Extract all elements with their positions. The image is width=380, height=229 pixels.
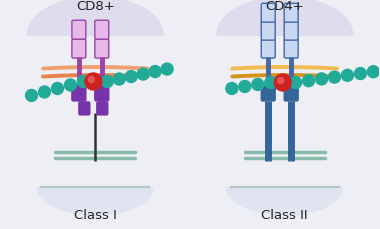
Circle shape: [137, 69, 149, 81]
Circle shape: [278, 78, 284, 84]
FancyBboxPatch shape: [261, 87, 275, 101]
Text: Class I: Class I: [74, 208, 117, 221]
Circle shape: [51, 83, 63, 95]
Circle shape: [85, 74, 102, 91]
Circle shape: [239, 81, 251, 93]
Circle shape: [252, 79, 264, 91]
Circle shape: [315, 74, 328, 85]
FancyBboxPatch shape: [284, 40, 298, 59]
Circle shape: [65, 80, 76, 92]
FancyBboxPatch shape: [95, 40, 109, 59]
FancyBboxPatch shape: [284, 22, 298, 41]
FancyBboxPatch shape: [95, 21, 109, 40]
Circle shape: [38, 87, 51, 98]
FancyBboxPatch shape: [284, 87, 298, 101]
Circle shape: [302, 75, 315, 87]
FancyBboxPatch shape: [97, 103, 108, 115]
Polygon shape: [27, 0, 163, 35]
FancyBboxPatch shape: [261, 22, 275, 41]
Circle shape: [342, 70, 353, 82]
FancyBboxPatch shape: [72, 86, 86, 101]
Circle shape: [88, 77, 94, 83]
FancyBboxPatch shape: [79, 103, 90, 115]
FancyBboxPatch shape: [72, 21, 86, 40]
Text: Class II: Class II: [261, 208, 308, 221]
Circle shape: [25, 90, 38, 102]
Circle shape: [355, 68, 366, 80]
Circle shape: [78, 76, 89, 88]
Circle shape: [101, 76, 113, 88]
FancyBboxPatch shape: [95, 86, 109, 101]
FancyBboxPatch shape: [261, 4, 275, 23]
Circle shape: [265, 77, 277, 89]
FancyBboxPatch shape: [284, 4, 298, 23]
Circle shape: [329, 72, 340, 84]
Circle shape: [161, 64, 173, 76]
Circle shape: [149, 66, 161, 78]
Polygon shape: [227, 187, 342, 215]
Text: CD4+: CD4+: [265, 0, 304, 13]
Circle shape: [290, 77, 302, 89]
Circle shape: [226, 83, 238, 95]
FancyBboxPatch shape: [261, 40, 275, 59]
Circle shape: [367, 66, 379, 78]
FancyBboxPatch shape: [72, 40, 86, 59]
Circle shape: [274, 75, 291, 92]
Polygon shape: [217, 0, 353, 35]
Text: CD8+: CD8+: [76, 0, 115, 13]
Circle shape: [113, 74, 125, 86]
Polygon shape: [38, 187, 153, 215]
Circle shape: [125, 71, 137, 83]
